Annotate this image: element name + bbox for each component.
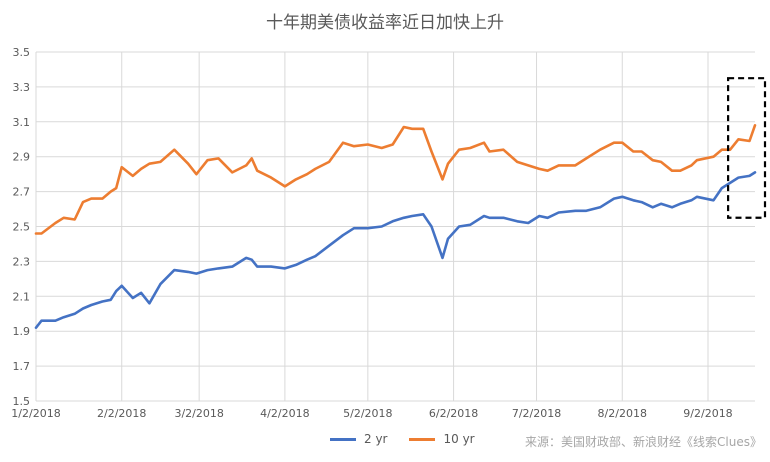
y-tick-label: 1.9 <box>13 325 31 338</box>
legend-item-2yr: 2 yr <box>330 432 387 446</box>
highlight-box <box>727 77 767 219</box>
y-tick-label: 3.1 <box>13 116 31 129</box>
y-tick-label: 3.3 <box>13 81 31 94</box>
chart-source: 来源：美国财政部、新浪财经《线索Clues》 <box>525 435 762 449</box>
x-tick-label: 9/2/2018 <box>683 407 732 420</box>
y-tick-label: 2.5 <box>13 221 31 234</box>
y-tick-label: 1.5 <box>13 395 31 408</box>
x-tick-label: 1/2/2018 <box>11 407 60 420</box>
legend-swatch-2yr <box>330 437 356 441</box>
x-tick-label: 8/2/2018 <box>598 407 647 420</box>
chart-title: 十年期美债收益率近日加快上升 <box>266 13 504 33</box>
chart-legend: 2 yr 10 yr <box>330 432 475 446</box>
series-line-10yr <box>34 124 757 235</box>
legend-swatch-10yr <box>409 437 436 441</box>
series-line-2yr <box>34 171 757 329</box>
legend-label-10yr: 10 yr <box>443 432 475 446</box>
x-tick-label: 2/2/2018 <box>97 407 146 420</box>
y-tick-label: 2.7 <box>13 186 31 199</box>
x-tick-label: 4/2/2018 <box>260 407 309 420</box>
x-tick-label: 3/2/2018 <box>174 407 223 420</box>
y-tick-label: 2.1 <box>13 290 31 303</box>
y-tick-label: 1.7 <box>13 360 31 373</box>
y-tick-label: 3.5 <box>13 46 31 59</box>
x-tick-label: 6/2/2018 <box>429 407 478 420</box>
x-tick-label: 5/2/2018 <box>343 407 392 420</box>
x-tick-label: 7/2/2018 <box>512 407 561 420</box>
y-tick-label: 2.3 <box>13 255 31 268</box>
legend-label-2yr: 2 yr <box>364 432 388 446</box>
legend-item-10yr: 10 yr <box>409 432 475 446</box>
y-tick-label: 2.9 <box>13 151 31 164</box>
